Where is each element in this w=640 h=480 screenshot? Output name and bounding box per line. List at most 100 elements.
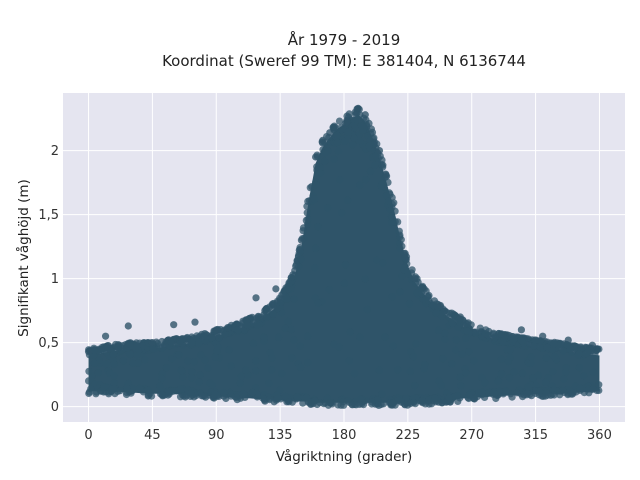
data-point [211,353,219,361]
data-point [290,336,298,344]
data-point [191,318,199,326]
data-point [164,391,172,399]
data-point [319,136,327,144]
data-point [213,348,221,356]
data-point [207,334,215,342]
data-point [365,142,373,150]
data-point [227,392,235,400]
data-point [101,332,110,340]
data-point [542,378,550,386]
data-point [543,343,551,351]
data-point [362,176,370,184]
data-point [105,390,113,398]
data-point [287,325,295,334]
data-point [148,392,156,400]
data-point [281,392,290,401]
data-point [425,296,433,305]
data-point [260,334,269,342]
chart-title-line-1: År 1979 - 2019 [288,30,401,49]
y-tick-label: 1 [51,272,59,287]
data-point [341,137,349,145]
data-point [456,313,464,321]
data-point [411,275,419,283]
data-point [162,364,170,372]
data-point [236,379,244,387]
data-point [567,390,575,398]
data-point [297,236,306,244]
data-point [333,139,341,147]
data-point [265,379,273,387]
data-point [195,378,203,386]
data-point [576,384,584,392]
data-point [478,373,486,382]
data-point [299,227,307,235]
data-point [201,356,209,364]
data-point [453,392,461,400]
data-point [350,134,358,142]
data-point [90,347,98,355]
data-point [595,345,603,353]
data-point [391,218,399,226]
data-point [372,256,381,264]
data-point [304,215,312,223]
data-point [102,360,110,368]
data-point [158,374,166,382]
data-point [187,389,195,397]
data-point [418,290,426,298]
data-point [389,342,397,350]
data-point [293,393,301,401]
data-point [281,324,289,332]
data-point [237,372,245,380]
data-point [441,335,449,343]
data-point [375,147,384,155]
data-point [136,384,144,392]
data-point [542,354,551,362]
data-point [270,299,278,308]
data-point [178,335,186,343]
data-point [326,399,334,407]
x-tick-label: 360 [587,428,612,443]
data-point [379,259,387,267]
data-point [333,131,341,139]
data-point [375,366,383,374]
data-point [144,386,153,394]
data-point [341,261,350,269]
data-point [204,364,212,372]
data-point [114,344,122,352]
data-point [465,391,473,399]
data-point [378,390,386,398]
data-point [110,360,118,368]
data-point [310,195,319,203]
data-point [470,357,478,365]
data-point [345,357,353,365]
data-point [158,337,166,346]
data-point [263,313,271,321]
data-point [431,394,439,402]
data-point [411,382,419,390]
data-point [534,371,542,379]
data-point [396,244,404,252]
data-point [417,284,425,292]
data-point [389,399,397,407]
data-point [491,333,499,341]
data-point [94,369,102,377]
data-point [272,285,280,293]
data-point [196,371,204,379]
data-point [304,358,312,367]
data-point [536,343,544,351]
data-point [436,301,445,310]
data-point [550,352,559,361]
data-point [175,351,183,359]
data-point [349,141,357,149]
data-point [505,374,514,382]
data-point [224,324,232,332]
data-point [252,357,260,365]
data-point [489,389,498,397]
data-point [336,176,344,184]
data-point [285,279,293,287]
data-point [476,324,484,332]
data-point [564,336,572,344]
data-point [497,330,505,338]
data-point [313,163,321,171]
data-point [123,384,131,392]
